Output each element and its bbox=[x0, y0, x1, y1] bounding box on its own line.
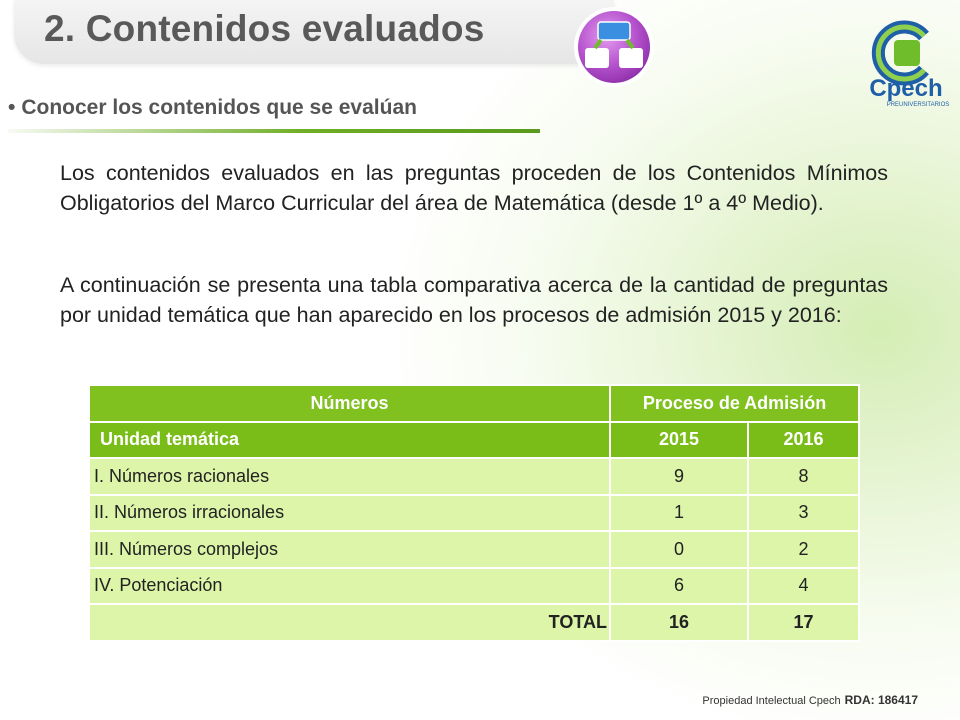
header-proceso: Proceso de Admisión bbox=[609, 384, 860, 423]
value-2015: 6 bbox=[609, 566, 749, 605]
value-2016: 2 bbox=[747, 530, 860, 569]
value-2016: 3 bbox=[747, 493, 860, 532]
questions-table: Números Proceso de Admisión Unidad temát… bbox=[88, 384, 860, 642]
table-row: IV. Potenciación 6 4 bbox=[88, 566, 860, 605]
value-2015: 9 bbox=[609, 457, 749, 496]
subtitle: • Conocer los contenidos que se evalúan bbox=[8, 96, 417, 120]
svg-text:PREUNIVERSITARIOS: PREUNIVERSITARIOS bbox=[887, 102, 950, 108]
total-2016: 17 bbox=[747, 603, 860, 642]
subtitle-row: • Conocer los contenidos que se evalúan bbox=[8, 96, 540, 136]
title-bar: 2. Contenidos evaluados bbox=[14, 0, 614, 64]
subtitle-text: Conocer los contenidos que se evalúan bbox=[21, 96, 417, 119]
header-numeros: Números bbox=[88, 384, 611, 423]
paragraph-table-intro: A continuación se presenta una tabla com… bbox=[60, 273, 888, 327]
total-2015: 16 bbox=[609, 603, 749, 642]
unit-label: I. Números racionales bbox=[88, 457, 611, 496]
subtitle-bullet: • bbox=[8, 96, 16, 119]
subtitle-underline bbox=[8, 129, 540, 133]
value-2016: 8 bbox=[747, 457, 860, 496]
unit-label: IV. Potenciación bbox=[88, 566, 611, 605]
page-title: 2. Contenidos evaluados bbox=[44, 8, 485, 49]
paragraph-intro: Los contenidos evaluados en las pregunta… bbox=[60, 161, 888, 215]
footer: Propiedad Intelectual Cpech RDA: 186417 bbox=[702, 693, 918, 707]
header-2016: 2016 bbox=[747, 420, 860, 459]
table-subheader-row: Unidad temática 2015 2016 bbox=[88, 420, 860, 459]
value-2015: 0 bbox=[609, 530, 749, 569]
value-2015: 1 bbox=[609, 493, 749, 532]
table-row: I. Números racionales 9 8 bbox=[88, 457, 860, 496]
svg-text:Cpech: Cpech bbox=[869, 75, 942, 102]
cpech-logo: Cpech PREUNIVERSITARIOS bbox=[869, 20, 950, 108]
unit-label: III. Números complejos bbox=[88, 530, 611, 569]
unit-label: II. Números irracionales bbox=[88, 493, 611, 532]
value-2016: 4 bbox=[747, 566, 860, 605]
header-unidad: Unidad temática bbox=[88, 420, 611, 459]
table-total-row: TOTAL 16 17 bbox=[88, 603, 860, 642]
diagram-icon bbox=[574, 7, 654, 87]
table-header-row: Números Proceso de Admisión bbox=[88, 384, 860, 423]
total-label: TOTAL bbox=[88, 603, 611, 642]
header-2015: 2015 bbox=[609, 420, 749, 459]
footer-rda: RDA: 186417 bbox=[844, 693, 918, 707]
footer-copyright: Propiedad Intelectual Cpech bbox=[702, 695, 841, 707]
table-row: II. Números irracionales 1 3 bbox=[88, 493, 860, 532]
table-row: III. Números complejos 0 2 bbox=[88, 530, 860, 569]
